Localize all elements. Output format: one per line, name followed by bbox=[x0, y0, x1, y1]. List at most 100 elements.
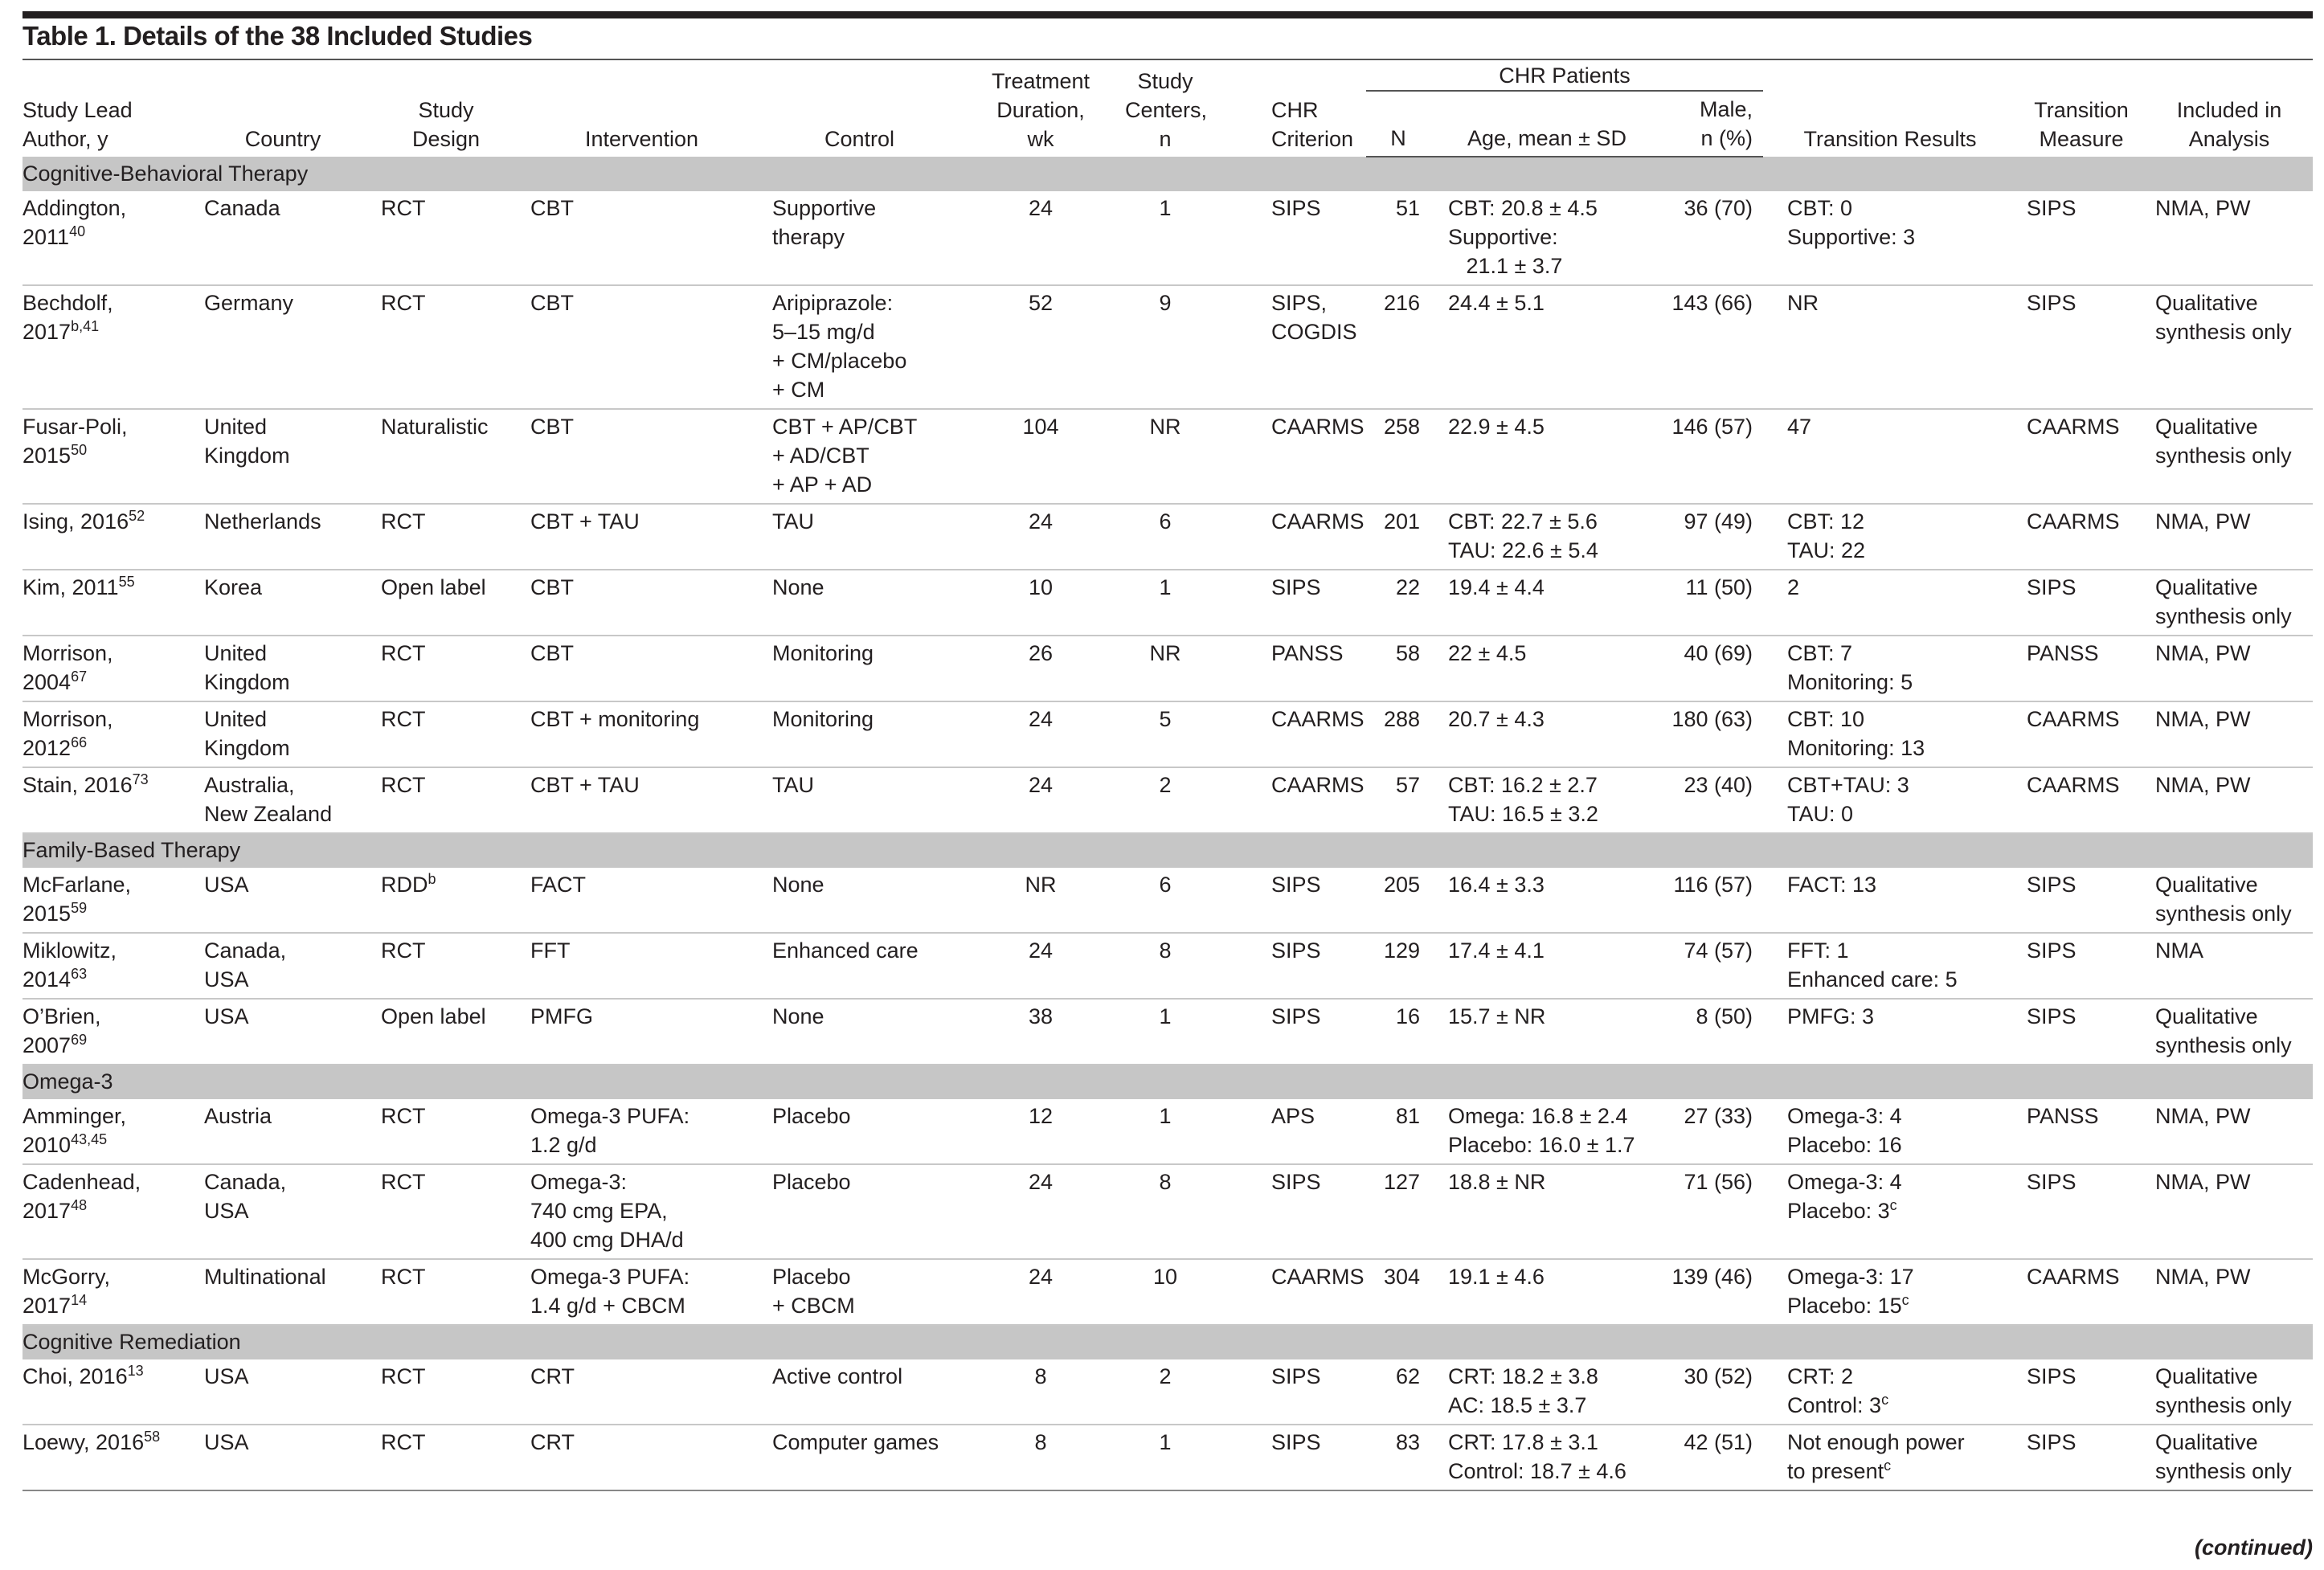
reference-superscript: 14 bbox=[71, 1292, 88, 1308]
reference-superscript: 40 bbox=[69, 223, 86, 239]
cell-duration: 10 bbox=[956, 570, 1125, 636]
control-text: Aripiprazole: 5–15 mg/d + CM/placebo + C… bbox=[772, 291, 907, 402]
centers-text: 5 bbox=[1159, 707, 1172, 731]
cell-n: 62 bbox=[1366, 1359, 1430, 1425]
cell-control: Monitoring bbox=[763, 701, 956, 768]
cell-control: None bbox=[763, 999, 956, 1065]
age-text: 15.7 ± NR bbox=[1448, 1004, 1546, 1028]
measure-text: SIPS bbox=[2027, 938, 2076, 963]
country-text: Netherlands bbox=[204, 509, 321, 534]
cell-transition: Omega-3: 4 Placebo: 16 bbox=[1763, 1099, 2018, 1165]
section-header: Family-Based Therapy bbox=[23, 833, 2314, 868]
cell-author: Morrison, 200467 bbox=[23, 636, 194, 702]
duration-text: 24 bbox=[1028, 773, 1054, 797]
cell-design: RCT bbox=[371, 767, 521, 834]
cell-duration: 8 bbox=[956, 1359, 1125, 1425]
transition-text: CBT: 0 Supportive: 3 bbox=[1787, 196, 1916, 249]
duration-text: 12 bbox=[1028, 1104, 1054, 1128]
cell-transition: CRT: 2 Control: 3c bbox=[1763, 1359, 2018, 1425]
cell-criterion: SIPS bbox=[1205, 1359, 1366, 1425]
duration-text: 24 bbox=[1028, 196, 1054, 220]
age-text: 19.1 ± 4.6 bbox=[1448, 1265, 1545, 1289]
table-row: Stain, 201673 Australia, New Zealand RCT CB… bbox=[23, 767, 2314, 834]
cell-male: 42 (51) bbox=[1663, 1425, 1764, 1491]
cell-male: 36 (70) bbox=[1663, 191, 1764, 286]
cell-design: RCT bbox=[371, 191, 521, 286]
cell-male: 146 (57) bbox=[1663, 409, 1764, 505]
cell-country: USA bbox=[194, 1425, 371, 1491]
cell-intervention: CBT bbox=[521, 409, 763, 505]
cell-age: 24.4 ± 5.1 bbox=[1430, 285, 1663, 410]
cell-centers: 1 bbox=[1125, 999, 1205, 1065]
header-author: Study Lead Author, y bbox=[23, 98, 133, 151]
author-text: Amminger, 2010 bbox=[23, 1104, 127, 1157]
table-title: Table 1. Details of the 38 Included Stud… bbox=[23, 21, 533, 51]
author-text: McGorry, 2017 bbox=[23, 1265, 110, 1318]
cell-included: NMA, PW bbox=[2146, 636, 2314, 702]
cell-included: NMA, PW bbox=[2146, 1164, 2314, 1260]
cell-duration: NR bbox=[956, 868, 1125, 934]
cell-measure: PANSS bbox=[2017, 1099, 2146, 1165]
cell-author: McFarlane, 201559 bbox=[23, 868, 194, 934]
country-text: Canada bbox=[204, 196, 280, 220]
reference-superscript: 63 bbox=[71, 966, 88, 982]
cell-n: 51 bbox=[1366, 191, 1430, 286]
country-text: Korea bbox=[204, 575, 263, 599]
centers-text: 10 bbox=[1152, 1265, 1178, 1289]
cell-age: CBT: 16.2 ± 2.7 TAU: 16.5 ± 3.2 bbox=[1430, 767, 1663, 834]
cell-criterion: SIPS bbox=[1205, 933, 1366, 1000]
design-text: Open label bbox=[381, 575, 486, 599]
measure-text: CAARMS bbox=[2027, 415, 2120, 439]
country-text: United Kingdom bbox=[204, 707, 290, 760]
transition-text: CBT+TAU: 3 TAU: 0 bbox=[1787, 773, 1909, 826]
cell-intervention: CRT bbox=[521, 1425, 763, 1491]
cell-transition: FFT: 1 Enhanced care: 5 bbox=[1763, 933, 2018, 1000]
included-text: NMA, PW bbox=[2155, 1265, 2251, 1289]
cell-transition: PMFG: 3 bbox=[1763, 999, 2018, 1065]
male-text: 30 (52) bbox=[1684, 1364, 1753, 1388]
measure-text: CAARMS bbox=[2027, 707, 2120, 731]
cell-transition: Not enough power to presentc bbox=[1763, 1425, 2018, 1491]
cell-criterion: PANSS bbox=[1205, 636, 1366, 702]
cell-criterion: CAARMS bbox=[1205, 409, 1366, 505]
design-text: Open label bbox=[381, 1004, 486, 1028]
intervention-text: FFT bbox=[530, 938, 571, 963]
country-text: United Kingdom bbox=[204, 641, 290, 694]
measure-text: SIPS bbox=[2027, 575, 2076, 599]
author-text: Morrison, 2004 bbox=[23, 641, 113, 694]
cell-intervention: CBT + monitoring bbox=[521, 701, 763, 768]
cell-duration: 24 bbox=[956, 191, 1125, 286]
cell-control: TAU bbox=[763, 767, 956, 834]
section-label: Cognitive Remediation bbox=[23, 1325, 2314, 1359]
header-criterion: CHR Criterion bbox=[1271, 98, 1354, 151]
table-row: McFarlane, 201559 USA RDDb FACT None NR 6 SIPS 2… bbox=[23, 868, 2314, 934]
cell-intervention: Omega-3 PUFA: 1.2 g/d bbox=[521, 1099, 763, 1165]
cell-design: RCT bbox=[371, 1425, 521, 1491]
criterion-text: CAARMS bbox=[1271, 1265, 1365, 1289]
cell-author: Addington, 201140 bbox=[23, 191, 194, 286]
intervention-text: PMFG bbox=[530, 1004, 593, 1028]
cell-measure: CAARMS bbox=[2017, 767, 2146, 834]
header-intervention: Intervention bbox=[584, 127, 699, 151]
cell-transition: 47 bbox=[1763, 409, 2018, 505]
transition-text: Omega-3: 17 Placebo: 15 bbox=[1787, 1265, 1914, 1318]
cell-centers: NR bbox=[1125, 409, 1205, 505]
cell-duration: 24 bbox=[956, 701, 1125, 768]
table-row: O’Brien, 200769 USA Open label PMFG None 38 1 S… bbox=[23, 999, 2314, 1065]
country-text: USA bbox=[204, 1430, 249, 1454]
duration-text: NR bbox=[1025, 873, 1057, 897]
cell-author: Amminger, 201043,45 bbox=[23, 1099, 194, 1165]
cell-duration: 24 bbox=[956, 1259, 1125, 1326]
intervention-text: CBT bbox=[530, 196, 574, 220]
cell-transition: 2 bbox=[1763, 570, 2018, 636]
male-text: 146 (57) bbox=[1671, 415, 1753, 439]
table-row: Fusar-Poli, 201550 United Kingdom Naturali… bbox=[23, 409, 2314, 505]
cell-control: None bbox=[763, 570, 956, 636]
cell-country: Austria bbox=[194, 1099, 371, 1165]
cell-included: NMA, PW bbox=[2146, 1259, 2314, 1326]
intervention-text: Omega-3: 740 cmg EPA, 400 cmg DHA/d bbox=[530, 1170, 684, 1252]
cell-included: Qualitative synthesis only bbox=[2146, 409, 2314, 505]
cell-country: Korea bbox=[194, 570, 371, 636]
duration-text: 24 bbox=[1028, 938, 1054, 963]
cell-age: 19.1 ± 4.6 bbox=[1430, 1259, 1663, 1326]
